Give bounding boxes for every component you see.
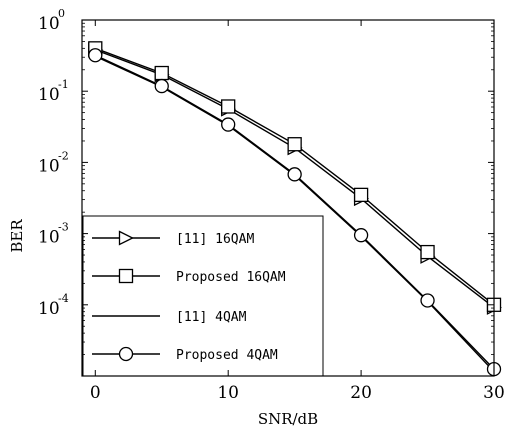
- plot-area: [81, 19, 495, 377]
- y-tick-label-0: 10: [38, 14, 60, 34]
- legend-marker-3: [118, 346, 134, 362]
- series-3-point-4: [353, 228, 369, 243]
- y-tick-label-2: 10: [38, 156, 60, 176]
- series-3-point-5: [420, 293, 435, 308]
- series-1-point-4: [353, 187, 369, 203]
- series-3-point-2: [221, 117, 236, 132]
- y-axis-label: BER: [8, 219, 26, 253]
- x-tick-label-0: 0: [90, 383, 101, 403]
- x-axis-label: SNR/dB: [258, 410, 318, 428]
- legend-marker-1: [118, 268, 134, 284]
- series-layer: [88, 41, 502, 377]
- series-3-point-0: [88, 48, 103, 63]
- series-1-point-1: [154, 65, 169, 81]
- legend-label-1: Proposed 16QAM: [176, 270, 286, 285]
- y-tick-exp-0: 0: [58, 7, 65, 20]
- legend-entries: [11] 16QAM Proposed 16QAM [11] 4QAM Propose…: [92, 230, 286, 363]
- legend-marker-0: [118, 230, 134, 246]
- y-tick-exp-3: -3: [58, 221, 69, 234]
- legend-label-0: [11] 16QAM: [176, 232, 254, 247]
- y-tick-label-3: 10: [38, 228, 60, 248]
- y-tick-label-1: 10: [38, 85, 60, 105]
- x-tick-label-3: 30: [483, 383, 505, 403]
- series-1-point-3: [287, 137, 302, 152]
- legend-label-2: [11] 4QAM: [176, 310, 247, 325]
- series-3-point-1: [154, 78, 169, 94]
- y-tick-label-4: 10: [38, 299, 60, 319]
- x-tick-label-1: 10: [217, 383, 239, 403]
- legend-label-3: Proposed 4QAM: [176, 348, 278, 363]
- series-3-point-3: [287, 167, 302, 182]
- y-tick-exp-1: -1: [58, 78, 69, 91]
- series-1-point-2: [221, 99, 236, 114]
- series-1-point-5: [420, 244, 435, 260]
- x-tick-label-2: 20: [350, 383, 372, 403]
- y-tick-exp-2: -2: [58, 149, 69, 162]
- y-tick-exp-4: -4: [58, 292, 69, 305]
